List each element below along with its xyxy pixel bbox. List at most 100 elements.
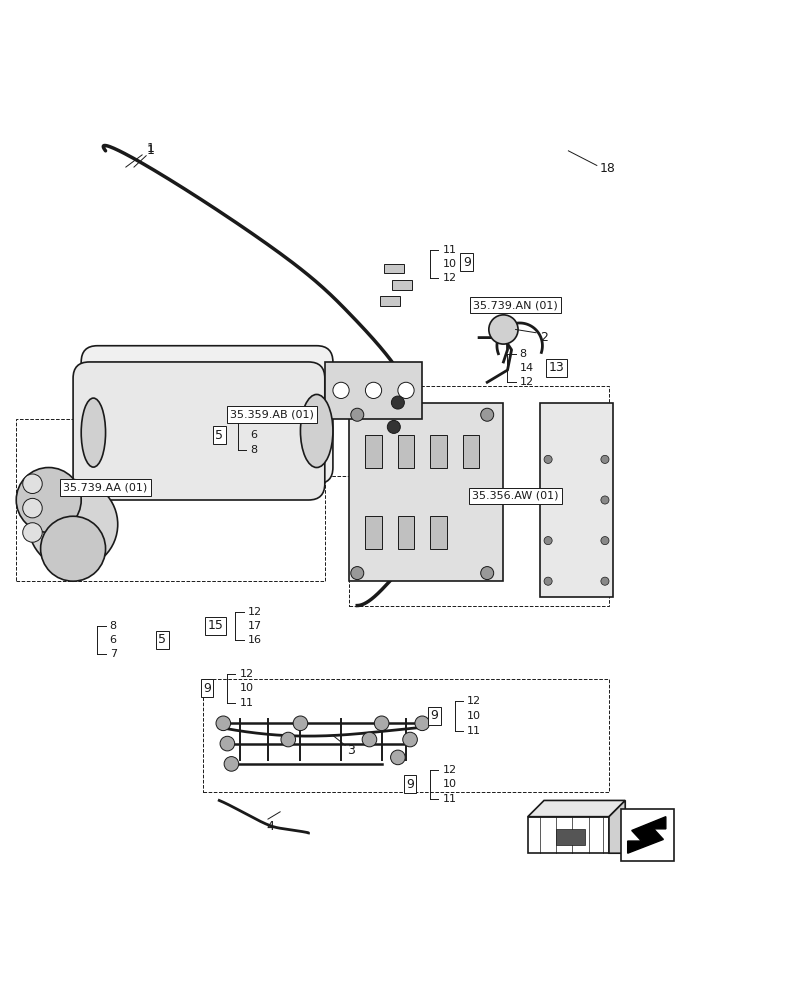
Circle shape <box>543 537 551 545</box>
Text: 10: 10 <box>239 683 253 693</box>
Bar <box>527 817 608 853</box>
Text: 35.739.AA (01): 35.739.AA (01) <box>63 483 148 493</box>
Circle shape <box>600 577 608 585</box>
Polygon shape <box>608 800 624 853</box>
Bar <box>380 296 400 306</box>
Text: 10: 10 <box>466 711 480 721</box>
Text: 11: 11 <box>239 698 253 708</box>
Circle shape <box>333 382 349 398</box>
Circle shape <box>600 537 608 545</box>
Text: 35.356.AW (01): 35.356.AW (01) <box>472 491 558 501</box>
Bar <box>556 829 584 845</box>
Bar <box>365 435 381 468</box>
Circle shape <box>220 736 234 751</box>
Circle shape <box>224 757 238 771</box>
Text: 8: 8 <box>250 445 257 455</box>
Circle shape <box>350 567 363 580</box>
Circle shape <box>281 732 295 747</box>
Circle shape <box>293 716 307 731</box>
Text: 17: 17 <box>247 621 261 631</box>
Text: 8: 8 <box>519 349 526 359</box>
Text: 9: 9 <box>430 709 438 722</box>
Bar <box>384 264 404 273</box>
Text: 12: 12 <box>519 377 533 387</box>
Circle shape <box>600 496 608 504</box>
Bar <box>349 403 503 581</box>
Circle shape <box>374 716 388 731</box>
Circle shape <box>28 480 118 569</box>
Text: 12: 12 <box>247 607 261 617</box>
Circle shape <box>414 716 429 731</box>
Ellipse shape <box>81 398 105 467</box>
Text: 3: 3 <box>346 744 354 757</box>
Bar <box>539 403 612 597</box>
Text: 35.739.AN (01): 35.739.AN (01) <box>473 300 557 310</box>
Circle shape <box>543 455 551 463</box>
Text: 6: 6 <box>109 635 117 645</box>
Text: 1: 1 <box>146 144 154 157</box>
Text: 9: 9 <box>406 778 414 791</box>
Text: 2: 2 <box>539 331 547 344</box>
Circle shape <box>387 420 400 433</box>
Text: 1: 1 <box>146 142 154 155</box>
Circle shape <box>41 516 105 581</box>
Text: 15: 15 <box>207 619 223 632</box>
Circle shape <box>397 382 414 398</box>
Text: 8: 8 <box>109 621 117 631</box>
FancyBboxPatch shape <box>81 346 333 484</box>
Circle shape <box>23 474 42 494</box>
Bar <box>392 280 412 290</box>
Circle shape <box>390 750 405 765</box>
Bar <box>16 419 324 581</box>
FancyBboxPatch shape <box>73 362 324 500</box>
Circle shape <box>391 396 404 409</box>
Circle shape <box>23 498 42 518</box>
Text: 5: 5 <box>158 633 166 646</box>
Polygon shape <box>527 800 624 817</box>
Text: 9: 9 <box>203 682 211 695</box>
Circle shape <box>350 408 363 421</box>
Circle shape <box>23 523 42 542</box>
Bar <box>462 435 478 468</box>
Text: 7: 7 <box>250 416 257 426</box>
Circle shape <box>16 468 81 532</box>
Circle shape <box>480 567 493 580</box>
Text: 11: 11 <box>442 245 456 255</box>
Text: 11: 11 <box>442 794 456 804</box>
Circle shape <box>600 455 608 463</box>
Bar <box>365 516 381 549</box>
Text: 13: 13 <box>547 361 564 374</box>
Circle shape <box>543 496 551 504</box>
Text: 18: 18 <box>599 162 615 175</box>
Text: 7: 7 <box>109 649 117 659</box>
Text: 12: 12 <box>442 765 456 775</box>
Bar <box>430 435 446 468</box>
Text: 35.359.AB (01): 35.359.AB (01) <box>230 410 314 420</box>
Text: 10: 10 <box>442 259 456 269</box>
Text: 4: 4 <box>266 820 274 833</box>
Text: 12: 12 <box>239 669 253 679</box>
Bar <box>397 435 414 468</box>
Bar <box>430 516 446 549</box>
Text: 11: 11 <box>466 726 480 736</box>
Bar <box>349 386 608 606</box>
Text: 12: 12 <box>442 273 456 283</box>
Circle shape <box>216 716 230 731</box>
Text: 9: 9 <box>462 256 470 269</box>
Bar <box>397 516 414 549</box>
Circle shape <box>480 408 493 421</box>
Polygon shape <box>627 817 665 853</box>
Text: 14: 14 <box>519 363 533 373</box>
Ellipse shape <box>300 394 333 468</box>
Bar <box>203 411 349 476</box>
Circle shape <box>365 382 381 398</box>
Text: 10: 10 <box>442 779 456 789</box>
Bar <box>203 679 608 792</box>
Text: 16: 16 <box>247 635 261 645</box>
Bar <box>324 362 422 419</box>
Circle shape <box>543 577 551 585</box>
Circle shape <box>402 732 417 747</box>
Text: 5: 5 <box>215 429 223 442</box>
Circle shape <box>362 732 376 747</box>
Text: 6: 6 <box>250 430 257 440</box>
